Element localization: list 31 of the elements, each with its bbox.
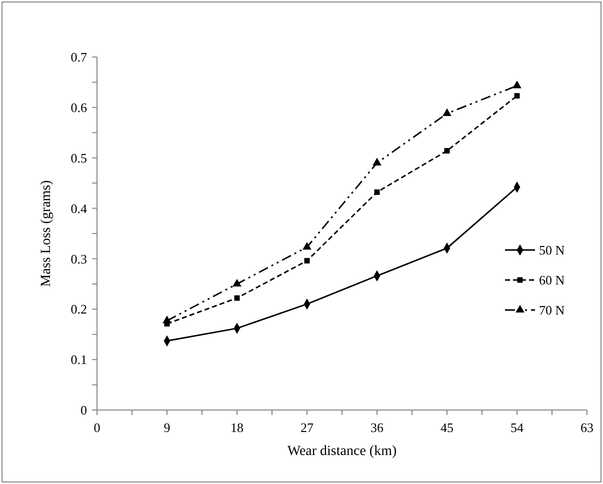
y-tick-label: 0 bbox=[80, 402, 87, 418]
point bbox=[512, 80, 522, 88]
y-tick-label: 0.3 bbox=[70, 251, 87, 266]
point bbox=[234, 295, 240, 301]
x-tick-label: 54 bbox=[510, 420, 524, 435]
x-tick-label: 45 bbox=[440, 420, 454, 435]
y-tick-label: 0.2 bbox=[70, 302, 87, 317]
x-tick-label: 36 bbox=[370, 420, 384, 435]
y-tick-label: 0.1 bbox=[70, 352, 87, 368]
point bbox=[304, 258, 310, 264]
point bbox=[442, 108, 452, 116]
point bbox=[444, 148, 450, 154]
y-tick-label: 0.5 bbox=[70, 150, 87, 166]
point bbox=[374, 189, 380, 195]
x-tick-label: 0 bbox=[94, 420, 100, 435]
point bbox=[302, 242, 312, 250]
point bbox=[372, 158, 382, 166]
y-tick-label: 0.6 bbox=[70, 100, 88, 115]
y-tick-label: 0.4 bbox=[70, 200, 88, 216]
y-tick-label: 0.7 bbox=[70, 50, 88, 65]
point bbox=[232, 278, 242, 286]
legend-label: 70 N bbox=[539, 302, 566, 318]
legend-label: 50 N bbox=[539, 242, 566, 258]
x-axis-title: Wear distance (km) bbox=[287, 444, 397, 459]
x-tick-label: 9 bbox=[164, 420, 170, 435]
point bbox=[514, 93, 520, 99]
x-tick-label: 27 bbox=[300, 420, 314, 435]
y-axis-title: Mass Loss (grams) bbox=[39, 180, 54, 287]
legend-label: 60 N bbox=[539, 272, 566, 288]
x-tick-label: 63 bbox=[580, 420, 594, 435]
x-tick-label: 18 bbox=[230, 420, 244, 435]
